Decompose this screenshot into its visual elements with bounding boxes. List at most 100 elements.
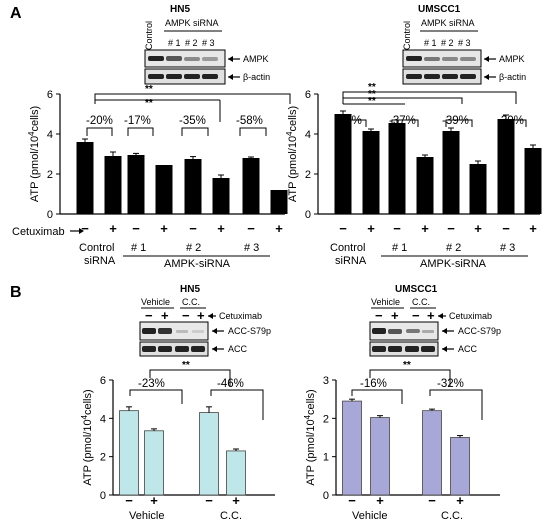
blot-band: [158, 346, 172, 352]
bar: [155, 165, 173, 214]
treatment-sign: +: [232, 493, 240, 508]
blot-band: [388, 346, 402, 352]
blot-image-ampk: [402, 49, 482, 68]
blot-band: [184, 74, 200, 79]
blot-arrow-head: [484, 56, 489, 62]
significance-bracket: [94, 93, 291, 104]
blot-control-label: Control: [402, 21, 412, 50]
percent-bracket: [445, 119, 473, 127]
y-tick-label: 2: [323, 413, 329, 425]
blot-protein-label: ACC: [228, 344, 248, 354]
treatment-sign: +: [217, 221, 225, 236]
blot-band: [406, 56, 422, 61]
y-tick-label: 1: [323, 452, 329, 464]
x-group-label: # 1: [392, 242, 407, 254]
blot-protein-label: β-actin: [243, 72, 270, 82]
x-group-label: # 1: [131, 242, 146, 254]
percent-label: -30%: [497, 115, 524, 127]
percent-bracket: [339, 119, 367, 127]
blot-band: [421, 346, 435, 352]
bar: [450, 437, 470, 496]
treatment-sign: +: [109, 221, 117, 236]
blot-band: [372, 328, 386, 334]
cetuximab-arrow-head: [79, 228, 84, 234]
blot-protein-label: AMPK: [499, 54, 525, 64]
blot-sign: +: [427, 308, 435, 323]
y-tick-label: 6: [100, 375, 106, 387]
x-group-label: C.C.: [220, 510, 242, 522]
blot-treatment-label: Cetuximab: [219, 311, 262, 321]
percent-label: -58%: [236, 115, 263, 127]
bar: [422, 410, 442, 496]
bar: [524, 148, 542, 214]
significance-bracket: [94, 99, 220, 104]
significance-bracket: [149, 369, 231, 386]
y-tick-label: 4: [100, 413, 106, 425]
blot-band: [166, 74, 182, 79]
percent-label: -39%: [442, 115, 469, 127]
blot-band: [192, 330, 204, 333]
bar: [199, 412, 219, 496]
blot-protein-label: ACC-S79p: [458, 326, 501, 336]
cetuximab-label: Cetuximab: [12, 226, 65, 238]
blot-lane-label: # 3: [458, 38, 471, 48]
blot-image-acc: [369, 341, 439, 357]
percent-label: -35%: [179, 115, 206, 127]
blot-band: [176, 330, 188, 333]
blot-band: [405, 346, 419, 352]
bar: [342, 400, 362, 496]
treatment-sign: +: [275, 221, 283, 236]
x-group-caption: AMPK-siRNA: [164, 258, 231, 270]
bar: [127, 155, 145, 214]
percent-label: -17%: [335, 115, 362, 127]
treatment-sign: −: [247, 221, 255, 236]
treatment-sign: −: [393, 221, 401, 236]
chart-b-umscc1: 0 1 2 3 ATP (pmol/104cells) − + − +: [303, 375, 500, 508]
panel-b-left-xlabels: Vehicle C.C.: [129, 510, 242, 522]
treatment-sign: +: [421, 221, 429, 236]
blot-band: [442, 57, 458, 61]
panel-a-left-annotations: ** ** -20% -17% -35% -58%: [86, 84, 291, 136]
percent-label: -23%: [138, 378, 165, 390]
percent-bracket: [86, 127, 113, 136]
panel-b-left-blot: HN5 Vehicle C.C. − + − + Cetuximab ACC-S…: [139, 284, 271, 357]
panel-a-right-xlabels: Control siRNA # 1 # 2 # 3 AMPK-siRNA: [330, 242, 528, 270]
blot-band: [406, 74, 422, 79]
percent-bracket: [210, 389, 264, 420]
panel-b-letter: B: [10, 284, 22, 301]
y-axis-label: ATP (pmol/104cells): [303, 389, 318, 485]
percent-label: -32%: [437, 378, 464, 390]
blot-lane-label: # 3: [202, 38, 215, 48]
panel-a-left-xlabels: Control siRNA # 1 # 2 # 3 AMPK-siRNA: [79, 242, 270, 270]
treatment-sign: +: [474, 221, 482, 236]
y-axis-label: ATP (pmol/104cells): [285, 106, 300, 202]
blot-band: [184, 57, 200, 61]
panel-b-right-blot: UMSCC1 Vehicle C.C. − + − + Cetuximab AC…: [369, 284, 501, 357]
bar: [184, 159, 202, 214]
blot-band: [424, 57, 440, 61]
panel-a-left-blot: HN5 Control AMPK siRNA # 1 # 2 # 3 AMPK …: [144, 4, 270, 85]
bar: [334, 114, 352, 214]
blot-sign: +: [197, 308, 205, 323]
treatment-sign: −: [502, 221, 510, 236]
blot-protein-label: ACC: [458, 344, 478, 354]
panel-a-right-annotations: ** ** ** -17% -37% -39% -30%: [335, 82, 527, 127]
x-group-label: C.C.: [441, 510, 463, 522]
blot-image-acc-s79p: [369, 321, 439, 341]
blot-sign: −: [182, 308, 190, 323]
blot-band: [148, 74, 164, 79]
blot-arrow-head: [228, 56, 233, 62]
y-tick-label: 6: [305, 89, 311, 101]
x-group-label: # 3: [244, 242, 259, 254]
y-tick-label: 3: [323, 375, 329, 387]
treatment-sign: −: [205, 493, 213, 508]
blot-group-label: AMPK siRNA: [165, 18, 219, 28]
y-tick-label: 6: [47, 89, 53, 101]
panel-b-left-annotations: ** -23% -46%: [129, 360, 264, 420]
blot-group-label: AMPK siRNA: [421, 18, 475, 28]
y-tick-label: 2: [305, 169, 311, 181]
blot-lane-label: # 2: [441, 38, 454, 48]
y-tick-label: 0: [100, 490, 106, 502]
blot-sign: +: [391, 308, 399, 323]
percent-bracket: [499, 119, 527, 127]
